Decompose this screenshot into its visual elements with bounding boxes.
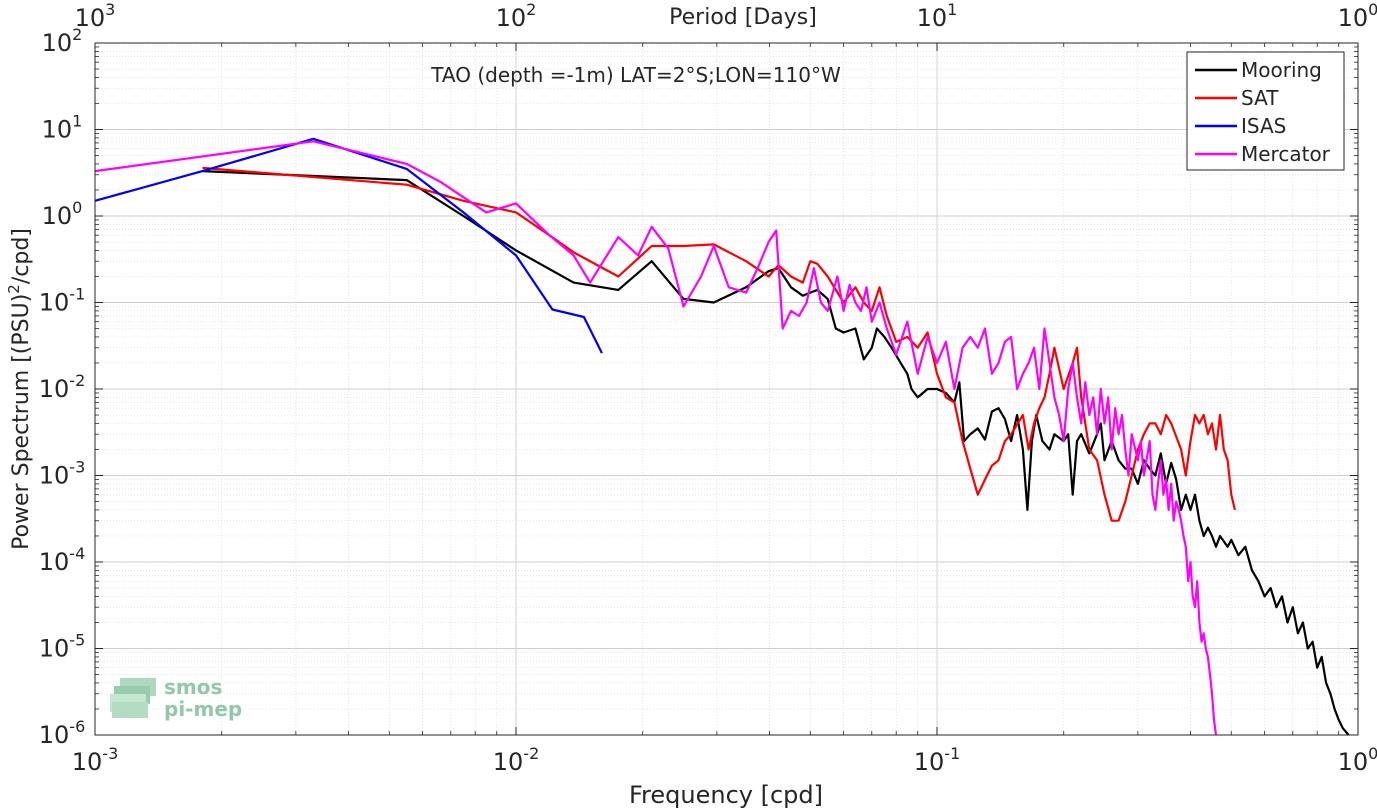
y-tick-label: 10-3 <box>39 458 86 490</box>
series-line-mooring <box>202 170 1350 736</box>
y-axis-label-main: Power Spectrum [(PSU) <box>9 294 34 550</box>
top-tick-label: 103 <box>75 0 116 32</box>
top-tick-label: 102 <box>496 0 537 32</box>
y-tick-label: 100 <box>42 198 83 230</box>
x-axis-label: Frequency [cpd] <box>629 781 823 809</box>
series-line-isas <box>94 137 603 354</box>
y-axis-label-sup: 2 <box>5 284 23 294</box>
x-tick-label-base: 10 <box>493 748 524 776</box>
x-tick-label: 10-1 <box>914 744 961 776</box>
y-tick-label-base: 10 <box>39 289 70 317</box>
top-tick-label-exponent: 0 <box>1368 0 1377 19</box>
x-tick-label: 100 <box>1338 744 1377 776</box>
tick-marks <box>94 42 1359 736</box>
x-tick-label: 10-3 <box>72 744 119 776</box>
top-axis-label: Period [Days] <box>669 5 817 30</box>
x-tick-label-base: 10 <box>914 748 945 776</box>
y-tick-label: 10-1 <box>39 285 86 317</box>
y-tick-label-exponent: 2 <box>72 25 82 44</box>
legend-box <box>1186 51 1345 171</box>
x-tick-label-exponent: -3 <box>102 744 118 763</box>
y-tick-label: 10-2 <box>39 371 86 403</box>
y-tick-label-exponent: -6 <box>69 717 85 736</box>
y-tick-label-exponent: -2 <box>69 371 85 390</box>
chart-title: TAO (depth =-1m) LAT=2°S;LON=110°W <box>430 63 841 87</box>
y-tick-label-exponent: 1 <box>72 112 82 131</box>
y-axis-label-tail: /cpd] <box>9 228 34 284</box>
x-tick-label-exponent: 0 <box>1368 744 1377 763</box>
y-tick-label: 102 <box>42 25 83 57</box>
top-tick-label: 100 <box>1338 0 1377 32</box>
legend-label-mooring: Mooring <box>1241 58 1322 82</box>
y-tick-label-base: 10 <box>42 116 73 144</box>
y-tick-label: 10-6 <box>39 717 86 749</box>
series-layer <box>94 137 1350 736</box>
y-tick-label-exponent: -5 <box>69 631 85 650</box>
logo-text-pi-mep: pi-mep <box>164 697 242 721</box>
top-tick-label-base: 10 <box>496 4 527 32</box>
legend: Mooring SAT ISAS Mercator <box>1186 51 1345 171</box>
y-tick-label-base: 10 <box>39 375 70 403</box>
x-tick-label-exponent: -2 <box>523 744 539 763</box>
y-tick-label: 10-4 <box>39 544 86 576</box>
y-tick-label-base: 10 <box>39 721 70 749</box>
top-tick-label: 101 <box>917 0 958 32</box>
top-tick-label-base: 10 <box>917 4 948 32</box>
x-tick-label: 10-2 <box>493 744 540 776</box>
series-line-mercator <box>94 140 1218 736</box>
y-tick-label-base: 10 <box>39 462 70 490</box>
x-tick-label-base: 10 <box>1338 748 1369 776</box>
top-tick-label-base: 10 <box>1338 4 1369 32</box>
top-tick-label-exponent: 2 <box>526 0 536 19</box>
y-tick-label-base: 10 <box>42 29 73 57</box>
logo-text-smos: smos <box>164 675 222 699</box>
y-tick-label: 10-5 <box>39 631 86 663</box>
x-tick-label-exponent: -1 <box>944 744 960 763</box>
top-tick-label-exponent: 3 <box>105 0 115 19</box>
top-tick-label-exponent: 1 <box>947 0 957 19</box>
y-tick-label-base: 10 <box>42 202 73 230</box>
y-tick-label: 101 <box>42 112 83 144</box>
x-tick-label-base: 10 <box>72 748 103 776</box>
legend-label-sat: SAT <box>1241 86 1279 110</box>
y-axis-label: Power Spectrum [(PSU)2/cpd] <box>5 228 34 550</box>
y-tick-label-exponent: 0 <box>72 198 82 217</box>
y-tick-label-exponent: -3 <box>69 458 85 477</box>
y-tick-label-base: 10 <box>39 548 70 576</box>
smos-pi-mep-logo: smos pi-mep <box>110 675 242 721</box>
series-line-sat <box>202 166 1236 522</box>
y-tick-label-base: 10 <box>39 635 70 663</box>
top-tick-label-base: 10 <box>75 4 106 32</box>
y-tick-label-exponent: -1 <box>69 285 85 304</box>
legend-label-isas: ISAS <box>1241 114 1286 138</box>
legend-label-mercator: Mercator <box>1241 142 1331 166</box>
y-tick-label-exponent: -4 <box>69 544 85 563</box>
